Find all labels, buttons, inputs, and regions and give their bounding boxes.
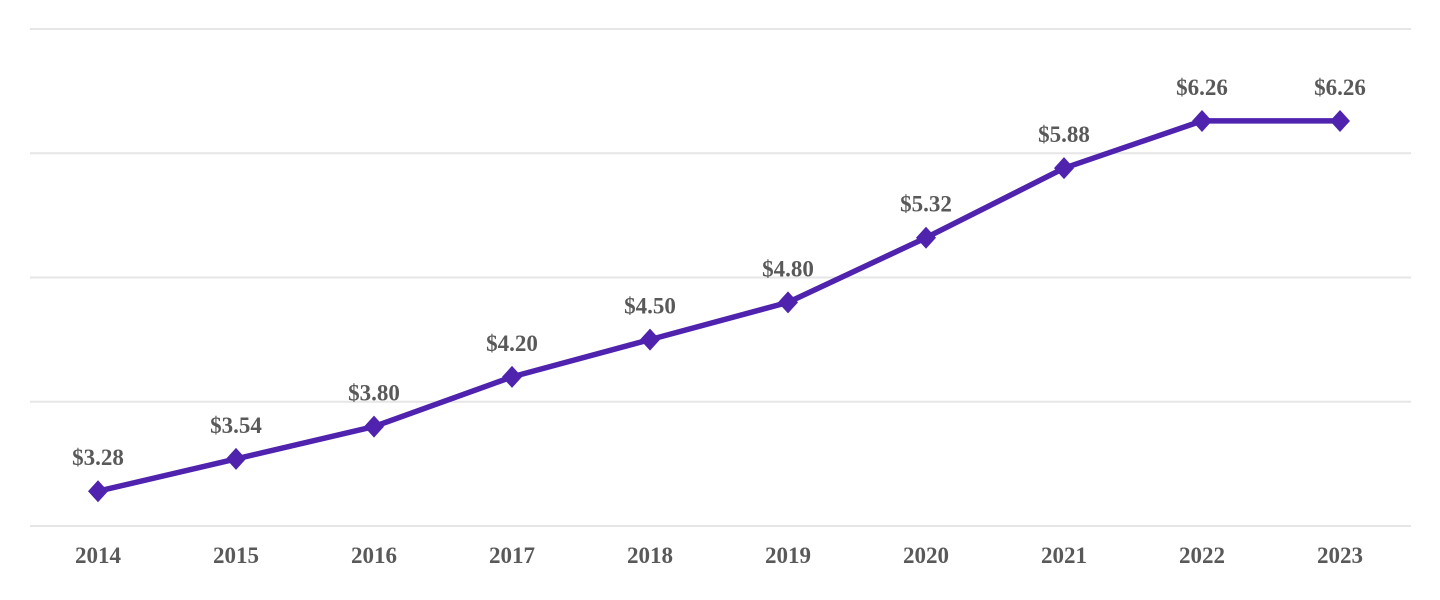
data-point-marker-2014 [88,480,108,503]
data-label-2019: $4.80 [762,256,814,281]
data-label-2021: $5.88 [1038,122,1090,147]
data-point-marker-2018 [640,328,660,351]
data-point-marker-2016 [364,415,384,438]
x-axis-label-2016: 2016 [351,543,397,568]
x-axis-label-2018: 2018 [627,543,673,568]
data-point-marker-2020 [916,226,936,249]
data-point-marker-2021 [1054,157,1074,180]
data-point-marker-2017 [502,365,522,388]
x-axis-label-2019: 2019 [765,543,811,568]
data-point-marker-2019 [778,291,798,314]
x-axis-label-2023: 2023 [1317,543,1363,568]
x-axis-label-2020: 2020 [903,543,949,568]
data-label-2018: $4.50 [624,294,676,319]
x-axis-label-2015: 2015 [213,543,259,568]
data-label-2017: $4.20 [486,331,538,356]
data-label-2014: $3.28 [72,445,124,470]
x-axis-label-2017: 2017 [489,543,535,568]
data-label-2015: $3.54 [210,413,262,438]
x-axis-label-2014: 2014 [75,543,122,568]
data-label-2016: $3.80 [348,381,400,406]
x-axis-label-2021: 2021 [1041,543,1087,568]
series-line [95,118,1343,494]
data-point-marker-2015 [226,447,246,470]
data-point-marker-2022 [1192,109,1212,132]
data-label-2023: $6.26 [1314,75,1366,100]
data-label-2020: $5.32 [900,192,952,217]
data-point-marker-2023 [1330,109,1350,132]
data-label-2022: $6.26 [1176,75,1228,100]
x-axis-label-2022: 2022 [1179,543,1225,568]
